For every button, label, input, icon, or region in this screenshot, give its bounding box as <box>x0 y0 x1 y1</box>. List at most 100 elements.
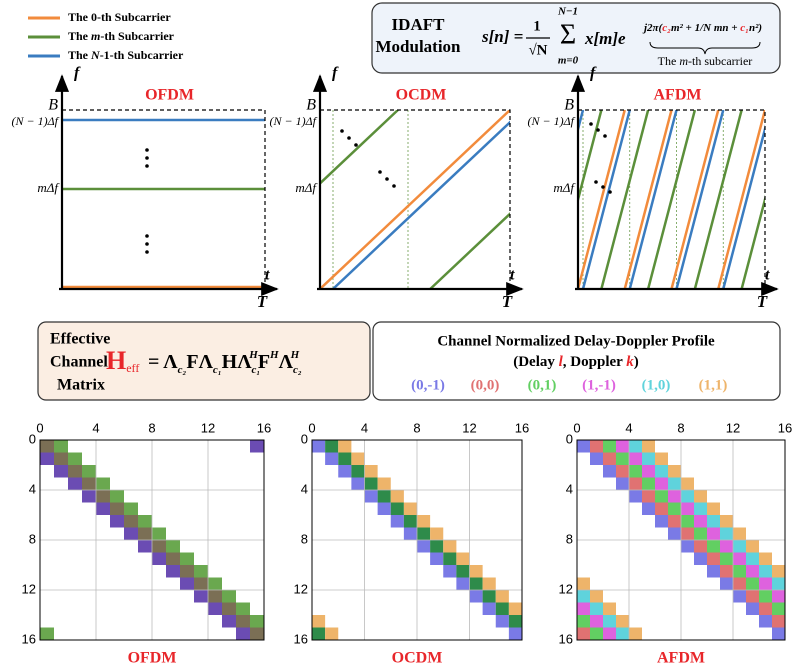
path-label: (1,1) <box>699 377 728 393</box>
matrix-cell <box>152 527 166 540</box>
x-tick-label: 16 <box>515 420 529 435</box>
matrix-frame <box>39 439 265 641</box>
matrix-cell <box>707 527 720 540</box>
axis-label: t <box>265 267 270 284</box>
matrix-cell <box>616 477 629 490</box>
matrix-cell <box>351 465 365 478</box>
effective-formula-part: H <box>248 349 258 361</box>
effective-formula-part: c₂ <box>293 364 302 376</box>
legend-label-part: The <box>68 29 91 43</box>
matrix-cell <box>746 552 759 565</box>
matrix-cell <box>96 502 110 515</box>
ellipsis-dot <box>145 234 149 238</box>
matrix-cell <box>236 627 250 640</box>
matrix-cell <box>338 440 352 453</box>
effective-symbol-part: H <box>106 346 126 375</box>
matrix-cell <box>508 627 522 640</box>
matrix-cell <box>222 615 236 628</box>
x-tick-label: 16 <box>778 420 792 435</box>
matrix-cell <box>733 565 746 578</box>
matrix-cell <box>655 477 668 490</box>
matrix-cell <box>250 440 264 453</box>
effective-symbol: Heff <box>106 346 139 375</box>
legend-label-part: m <box>91 29 100 43</box>
formula: m=0 <box>558 55 579 67</box>
subcarrier-line <box>581 110 631 289</box>
y-tick-label: 8 <box>301 531 308 546</box>
matrix-cell <box>110 490 124 503</box>
x-tick-label: 12 <box>201 420 215 435</box>
y-tick-label: 16 <box>559 631 573 646</box>
matrix-cell <box>54 465 68 478</box>
matrix-cell <box>138 527 152 540</box>
matrix-cell <box>668 477 681 490</box>
matrix-cell <box>325 440 339 453</box>
axis-label: (N − 1)Δf <box>270 114 318 128</box>
matrix-cell <box>469 590 483 603</box>
profile-title: Channel Normalized Delay-Doppler Profile <box>437 333 715 349</box>
idaft-title: IDAFT <box>392 15 446 34</box>
profile-subtitle: (Delay l, Doppler k) <box>513 354 639 370</box>
x-tick-label: 12 <box>726 420 740 435</box>
matrix-cell <box>603 452 616 465</box>
matrix-cell <box>759 577 772 590</box>
matrix-cell <box>482 590 496 603</box>
matrix-cell <box>681 477 694 490</box>
x-tick-label: 8 <box>677 420 684 435</box>
exponent-part: 1/N <box>695 22 713 34</box>
exponent: j2π(c₂m² + 1/N mn + c₁n²) <box>642 22 762 34</box>
matrix-cell <box>138 515 152 528</box>
matrix-cell <box>603 615 616 628</box>
matrix-cell <box>194 577 208 590</box>
y-tick-label: 8 <box>29 531 36 546</box>
matrix-cell <box>40 452 54 465</box>
matrix-cell <box>733 590 746 603</box>
matrix-cell <box>430 527 444 540</box>
matrix-cell <box>681 515 694 528</box>
matrix-cell <box>54 440 68 453</box>
ellipsis-dot <box>392 184 396 188</box>
x-tick-label: 0 <box>36 420 43 435</box>
matrix-cell <box>577 602 590 615</box>
matrix-cell <box>720 577 733 590</box>
bound <box>62 109 266 289</box>
effective-box <box>37 321 371 401</box>
matrix-cell <box>655 452 668 465</box>
matrix-cell <box>577 627 590 640</box>
matrix-frame <box>576 439 786 641</box>
subcarrier-line <box>675 110 725 289</box>
matrix-cell <box>733 577 746 590</box>
matrix-cell <box>482 577 496 590</box>
matrix-cell <box>629 465 642 478</box>
matrix-cell <box>772 627 785 640</box>
matrix-cell <box>469 565 483 578</box>
ellipsis-dot <box>347 136 351 140</box>
profile-box <box>372 321 781 401</box>
matrix-cell <box>138 540 152 553</box>
x-tick-label: 4 <box>92 420 99 435</box>
matrix-cell <box>250 627 264 640</box>
bound <box>320 109 511 289</box>
matrix-cell <box>456 552 470 565</box>
tf-lines <box>62 118 265 289</box>
matrix-cell <box>668 527 681 540</box>
matrix-cell <box>495 590 509 603</box>
y-tick-label: 16 <box>294 631 308 646</box>
ellipsis-dot <box>601 185 605 189</box>
axis-label: B <box>306 97 316 114</box>
matrix-cell <box>603 627 616 640</box>
subcarrier-line <box>508 110 555 289</box>
subcarrier-line <box>578 110 585 135</box>
effective-formula-part: HΛ <box>222 351 253 373</box>
matrix-cell <box>236 602 250 615</box>
matrix-cell <box>772 615 785 628</box>
axis-label: f <box>332 65 339 82</box>
legend-label-part: The <box>68 48 91 62</box>
path-label: (1,0) <box>642 377 671 393</box>
exponent-part: c₁ <box>740 22 749 34</box>
matrix-cell <box>577 590 590 603</box>
subcarrier-line <box>646 110 697 289</box>
matrix-cell <box>642 490 655 503</box>
matrix-cell <box>655 502 668 515</box>
matrix-cell <box>616 452 629 465</box>
